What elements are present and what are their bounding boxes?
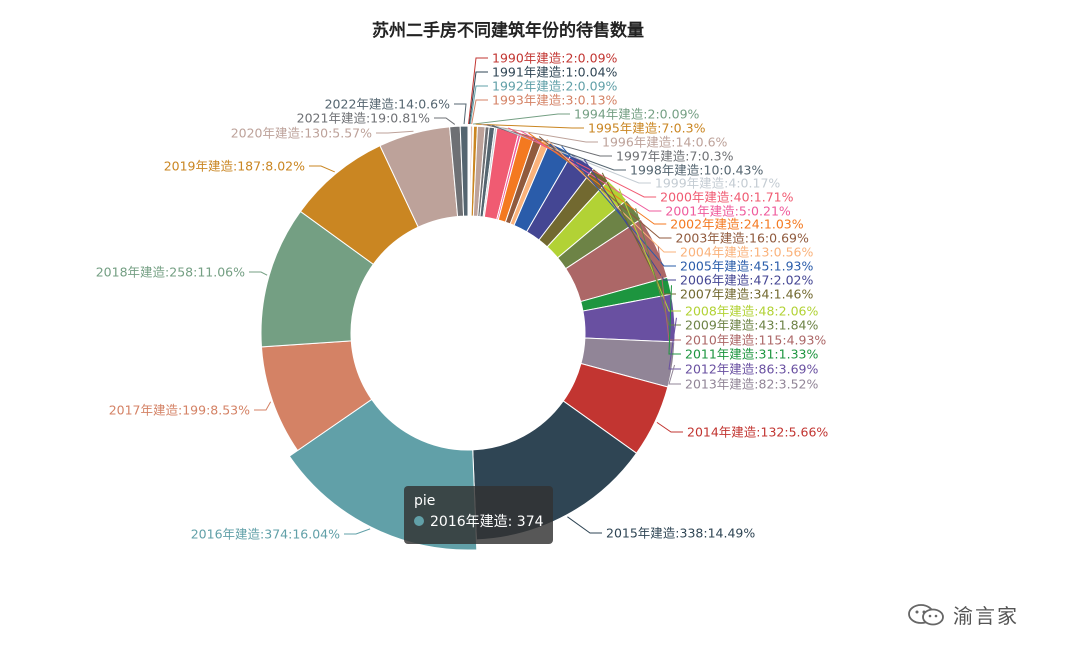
- label-line-2004年建造: [546, 139, 676, 253]
- label-line-2005年建造: [561, 145, 676, 267]
- label-line-2013年建造: [668, 364, 681, 385]
- slice-label-1999年建造: 1999年建造:4:0.17%: [655, 176, 781, 191]
- slice-label-1996年建造: 1996年建造:14:0.6%: [602, 135, 728, 150]
- tooltip-value: 2016年建造: 374: [430, 514, 544, 530]
- slice-label-2004年建造: 2004年建造:13:0.56%: [680, 245, 813, 260]
- label-line-1991年建造: [468, 71, 488, 125]
- label-line-2022年建造: [454, 103, 467, 125]
- label-line-2018年建造: [249, 271, 268, 276]
- tooltip-series-name: pie: [414, 493, 436, 509]
- slice-label-2002年建造: 2002年建造:24:1.03%: [670, 217, 803, 232]
- slice-label-1990年建造: 1990年建造:2:0.09%: [492, 51, 618, 66]
- label-line-1996年建造: [481, 123, 598, 143]
- label-line-2017年建造: [254, 401, 272, 411]
- slice-label-2016年建造: 2016年建造:374:16.04%: [191, 527, 340, 542]
- slice-label-1991年建造: 1991年建造:1:0.04%: [492, 65, 618, 80]
- slice-label-2015年建造: 2015年建造:338:14.49%: [606, 526, 755, 541]
- tooltip: pie 2016年建造: 374: [404, 486, 553, 544]
- slice-label-2022年建造: 2022年建造:14:0.6%: [325, 97, 451, 112]
- label-lines: [249, 57, 683, 535]
- label-line-1993年建造: [471, 99, 488, 125]
- label-line-2006年建造: [583, 158, 676, 281]
- label-line-1995年建造: [475, 123, 584, 129]
- watermark: 渝言家: [905, 600, 1055, 630]
- slice-label-2014年建造: 2014年建造:132:5.66%: [687, 425, 828, 440]
- slice-label-2000年建造: 2000年建造:40:1.71%: [660, 190, 793, 205]
- slice-label-2020年建造: 2020年建造:130:5.57%: [231, 126, 372, 141]
- pie-slice-2022年建造[interactable]: [459, 125, 469, 217]
- slice-labels: 1990年建造:2:0.09%1991年建造:1:0.04%1992年建造:2:…: [96, 51, 829, 542]
- label-line-2021年建造: [434, 117, 456, 125]
- slice-label-2017年建造: 2017年建造:199:8.53%: [109, 403, 250, 418]
- slice-label-1998年建造: 1998年建造:10:0.43%: [630, 163, 763, 178]
- slice-label-1992年建造: 1992年建造:2:0.09%: [492, 79, 618, 94]
- slice-label-2006年建造: 2006年建造:47:2.02%: [680, 273, 813, 288]
- label-line-1990年建造: [468, 57, 488, 125]
- slice-label-2012年建造: 2012年建造:86:3.69%: [685, 362, 818, 377]
- label-line-2019年建造: [309, 165, 335, 173]
- tooltip-row: 2016年建造: 374: [414, 511, 544, 533]
- chart-title: 苏州二手房不同建筑年份的待售数量: [372, 20, 644, 41]
- slice-label-2021年建造: 2021年建造:19:0.81%: [297, 111, 430, 126]
- label-line-2014年建造: [656, 421, 683, 433]
- slice-label-2008年建造: 2008年建造:48:2.06%: [685, 304, 818, 319]
- label-line-2008年建造: [618, 188, 681, 312]
- label-line-2009年建造: [635, 208, 681, 326]
- tooltip-dot-icon: [414, 516, 424, 526]
- label-line-2020年建造: [376, 130, 414, 134]
- slice-label-2018年建造: 2018年建造:258:11.06%: [96, 265, 245, 280]
- slice-label-1993年建造: 1993年建造:3:0.13%: [492, 93, 618, 108]
- slice-label-2009年建造: 2009年建造:43:1.84%: [685, 318, 818, 333]
- slice-label-2011年建造: 2011年建造:31:1.33%: [685, 347, 818, 362]
- watermark-text: 渝言家: [953, 604, 1019, 628]
- label-line-1997年建造: [487, 124, 612, 157]
- label-line-1992年建造: [469, 85, 488, 125]
- slice-label-2005年建造: 2005年建造:45:1.93%: [680, 259, 813, 274]
- slice-label-1997年建造: 1997年建造:7:0.3%: [616, 149, 734, 164]
- slice-label-2019年建造: 2019年建造:187:8.02%: [164, 159, 305, 174]
- label-line-1994年建造: [473, 113, 570, 125]
- slice-label-2013年建造: 2013年建造:82:3.52%: [685, 377, 818, 392]
- label-line-2015年建造: [567, 516, 602, 534]
- label-line-2016年建造: [344, 528, 371, 535]
- label-line-2011年建造: [668, 285, 681, 355]
- slice-label-2003年建造: 2003年建造:16:0.69%: [676, 231, 809, 246]
- slice-label-2010年建造: 2010年建造:115:4.93%: [685, 333, 826, 348]
- slice-label-1994年建造: 1994年建造:2:0.09%: [574, 107, 700, 122]
- label-line-2012年建造: [668, 317, 681, 370]
- slice-label-2001年建造: 2001年建造:5:0.21%: [665, 204, 791, 219]
- label-line-2010年建造: [657, 246, 681, 341]
- wechat-icon: [908, 603, 944, 625]
- slice-label-2007年建造: 2007年建造:34:1.46%: [680, 287, 813, 302]
- slice-label-1995年建造: 1995年建造:7:0.3%: [588, 121, 706, 136]
